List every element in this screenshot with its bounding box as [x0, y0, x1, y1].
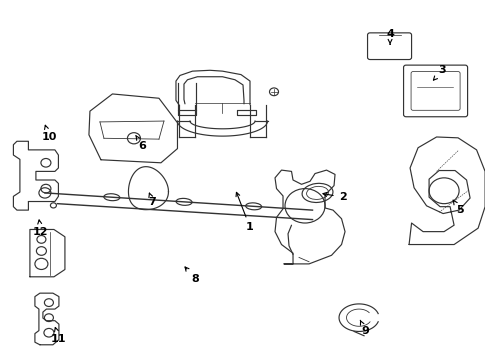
Ellipse shape — [104, 194, 120, 201]
Text: 2: 2 — [323, 192, 346, 202]
Text: 4: 4 — [386, 29, 394, 44]
Ellipse shape — [245, 203, 262, 210]
Ellipse shape — [176, 198, 192, 205]
Text: 1: 1 — [236, 192, 254, 232]
Text: 12: 12 — [33, 220, 49, 237]
Text: 7: 7 — [148, 193, 156, 207]
Text: 6: 6 — [136, 135, 147, 150]
Text: 9: 9 — [360, 320, 369, 336]
Text: 10: 10 — [41, 125, 57, 142]
Text: 5: 5 — [453, 200, 464, 215]
Text: 8: 8 — [185, 267, 199, 284]
Text: 11: 11 — [51, 328, 67, 344]
Text: 3: 3 — [434, 65, 446, 80]
